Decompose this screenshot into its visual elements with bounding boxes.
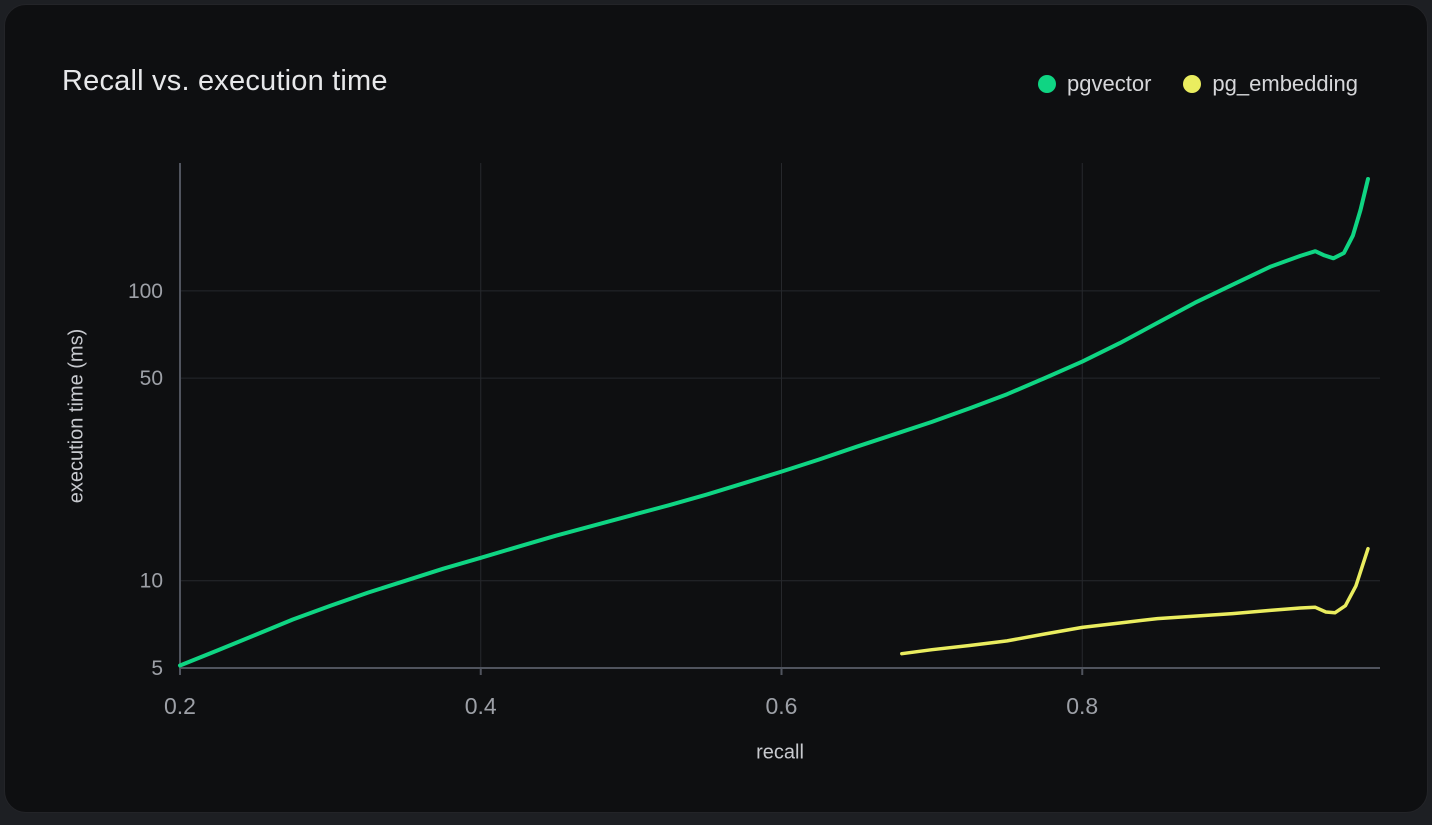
x-tick-label: 0.6 [766, 693, 798, 719]
plot-area: 0.2 0.4 0.6 0.8 5 10 50 100 [5, 5, 1432, 825]
x-tick-label: 0.4 [465, 693, 497, 719]
pg_embedding-line [902, 549, 1368, 654]
chart-card: Recall vs. execution time pgvector pg_em… [4, 4, 1428, 813]
y-tick-label: 100 [128, 280, 163, 303]
y-tick-label: 10 [140, 570, 163, 593]
pgvector-line [180, 179, 1368, 666]
y-tick-label: 50 [140, 367, 163, 390]
y-axis-title: execution time (ms) [66, 329, 89, 504]
x-tick-label: 0.8 [1066, 693, 1098, 719]
y-tick-label: 5 [151, 657, 163, 680]
x-axis-title: recall [756, 742, 804, 765]
x-tick-label: 0.2 [164, 693, 196, 719]
